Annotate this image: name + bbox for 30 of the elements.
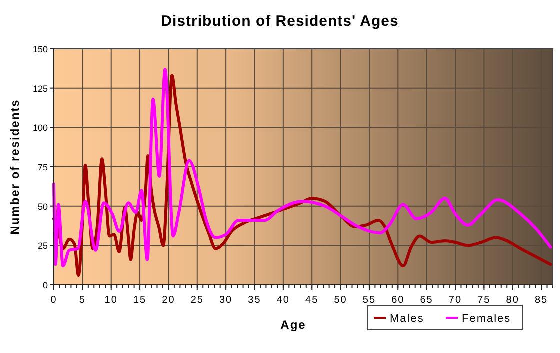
x-tick-label: 0 — [50, 295, 58, 306]
x-tick-label: 70 — [448, 295, 462, 306]
x-tick-label: 40 — [276, 295, 290, 306]
y-tick-label: 0 — [42, 280, 48, 290]
legend-label: Females — [462, 313, 512, 325]
x-tick-label: 60 — [392, 295, 405, 306]
x-tick-label: 55 — [362, 295, 376, 306]
y-tick-label: 25 — [38, 241, 48, 252]
x-tick-label: 85 — [534, 295, 548, 306]
y-tick-label: 50 — [38, 202, 48, 212]
y-tick-label: 125 — [32, 84, 48, 94]
x-tick-label: 80 — [506, 295, 520, 306]
x-axis-title: Age — [280, 318, 306, 332]
x-tick-label: 75 — [478, 295, 491, 306]
x-tick-label: 45 — [306, 295, 319, 306]
chart-title: Distribution of Residents' Ages — [161, 13, 399, 30]
x-tick-label: 35 — [248, 295, 262, 306]
y-tick-label: 75 — [38, 162, 48, 172]
legend-label: Males — [390, 313, 424, 325]
x-tick-label: 20 — [162, 295, 176, 306]
y-axis-title: Number of residents — [8, 99, 22, 235]
x-tick-label: 30 — [220, 295, 233, 306]
x-tick-label: 15 — [133, 295, 147, 306]
y-tick-label: 100 — [32, 123, 48, 134]
x-tick-label: 25 — [190, 295, 204, 306]
x-tick-label: 50 — [334, 295, 348, 306]
x-tick-label: 5 — [79, 295, 86, 306]
y-tick-label: 150 — [32, 44, 48, 54]
x-tick-label: 65 — [420, 295, 434, 306]
x-tick-label: 10 — [104, 295, 118, 306]
